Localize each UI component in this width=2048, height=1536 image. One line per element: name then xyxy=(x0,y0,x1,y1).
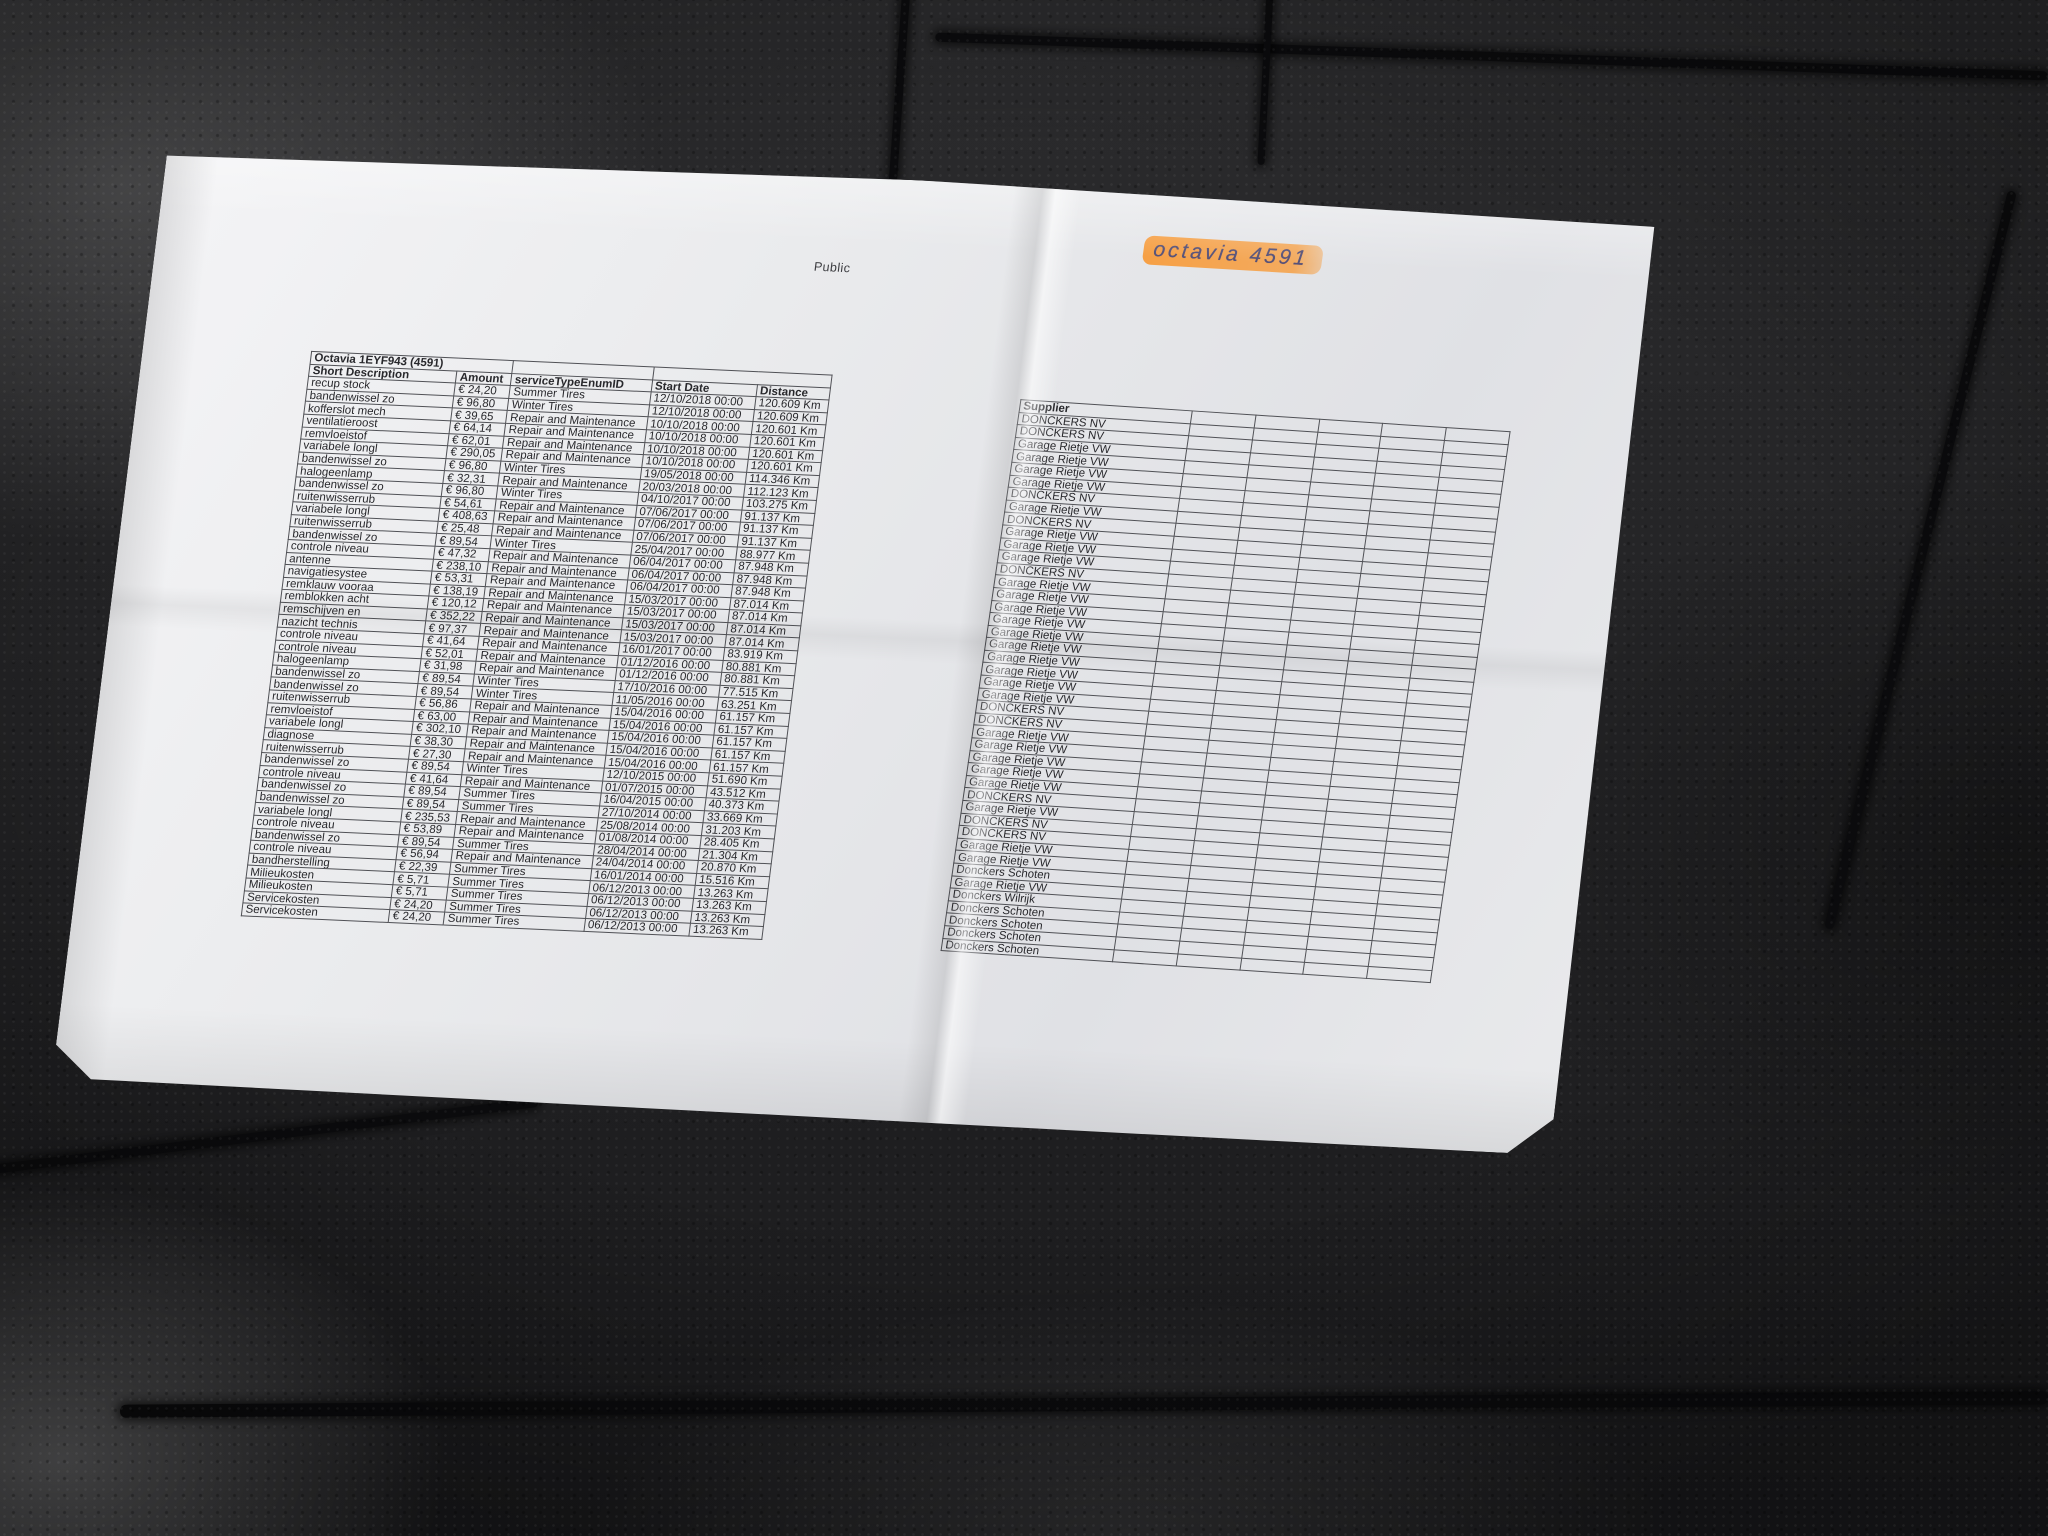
orange-highlighter-mark: octavia 4591 xyxy=(1142,235,1325,274)
seat-seam-bottom xyxy=(119,1391,2048,1418)
seat-seam-vertical-2 xyxy=(1257,0,1274,166)
cell-distance: 13.263 Km xyxy=(689,923,764,939)
service-history-table-right: Supplier DONCKERS NV DONCKERS NV Garage Ri… xyxy=(941,399,1511,983)
printed-service-history-sheet: Public octavia 4591 Octavia 1EYF943 (459… xyxy=(51,146,1667,1155)
public-classification-label: Public xyxy=(813,259,852,276)
service-history-table-left: Octavia 1EYF943 (4591) Short Description… xyxy=(241,351,833,940)
handwritten-note: octavia 4591 xyxy=(1142,235,1325,274)
seat-seam-top xyxy=(935,32,2048,81)
seat-seam-right xyxy=(1824,190,2017,930)
seat-seam-bottom-left xyxy=(0,1097,539,1176)
cell-amount: € 24,20 xyxy=(388,910,445,925)
